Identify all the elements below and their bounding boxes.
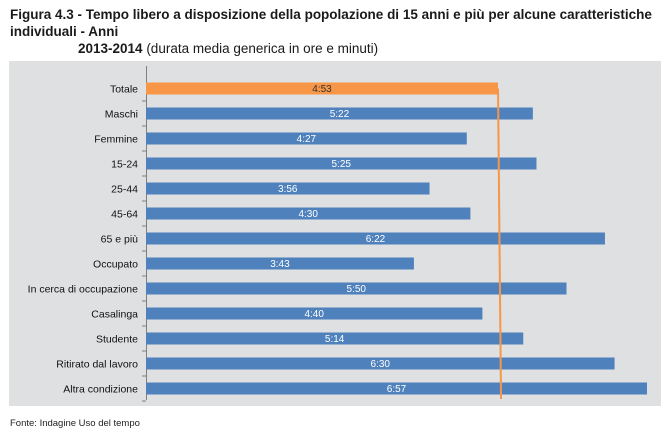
- category-label-in-cerca-di-occupazione: In cerca di occupazione: [28, 284, 138, 296]
- bar-65-e-pi: [146, 232, 605, 245]
- chart-subtitle: (durata media generica in ore e minuti): [142, 41, 379, 56]
- value-label-totale: 4:53: [312, 84, 332, 95]
- category-label-occupato: Occupato: [93, 259, 138, 271]
- bar-25-44: [146, 182, 430, 195]
- value-label-in-cerca-di-occupazione: 5:50: [347, 284, 367, 295]
- reference-line: [497, 88, 503, 400]
- value-label-15-24: 5:25: [331, 159, 351, 170]
- bar-45-64: [146, 207, 471, 220]
- category-label-ritirato-dal-lavoro: Ritirato dal lavoro: [56, 359, 138, 371]
- category-label-totale: Totale: [110, 84, 138, 96]
- title-line-2: 2013-2014: [78, 41, 143, 56]
- category-label-femmine: Femmine: [94, 134, 138, 146]
- value-label-femmine: 4:27: [297, 134, 317, 145]
- bar-altra-condizione: [146, 382, 647, 395]
- bar-ritirato-dal-lavoro: [146, 357, 615, 370]
- title-line-1: Tempo libero a disposizione della popola…: [10, 7, 652, 39]
- category-label-15-24: 15-24: [111, 159, 138, 171]
- category-label-studente: Studente: [96, 334, 138, 346]
- figure-number: Figura 4.3 -: [10, 7, 86, 22]
- value-label-25-44: 3:56: [278, 184, 298, 195]
- bar-totale: [146, 82, 499, 95]
- category-label-maschi: Maschi: [105, 109, 138, 121]
- bar-studente: [146, 332, 524, 345]
- category-label-65-e-pi: 65 e più: [101, 234, 139, 246]
- value-label-ritirato-dal-lavoro: 6:30: [371, 359, 391, 370]
- bar-casalinga: [146, 307, 483, 320]
- bar-femmine: [146, 132, 467, 145]
- bar-occupato: [146, 257, 414, 270]
- value-label-maschi: 5:22: [330, 109, 350, 120]
- value-label-casalinga: 4:40: [304, 309, 324, 320]
- value-label-studente: 5:14: [325, 334, 345, 345]
- category-label-25-44: 25-44: [111, 184, 138, 196]
- category-label-altra-condizione: Altra condizione: [63, 384, 138, 396]
- category-label-casalinga: Casalinga: [91, 309, 138, 321]
- value-label-occupato: 3:43: [270, 259, 290, 270]
- bar-in-cerca-di-occupazione: [146, 282, 567, 295]
- category-label-45-64: 45-64: [111, 209, 138, 221]
- source-note: Fonte: Indagine Uso del tempo: [10, 418, 140, 429]
- value-label-altra-condizione: 6:57: [387, 384, 407, 395]
- bar-maschi: [146, 107, 533, 120]
- value-label-65-e-pi: 6:22: [366, 234, 386, 245]
- chart-title: Figura 4.3 - Tempo libero a disposizione…: [10, 6, 665, 57]
- value-label-45-64: 4:30: [298, 209, 318, 220]
- bar-15-24: [146, 157, 537, 170]
